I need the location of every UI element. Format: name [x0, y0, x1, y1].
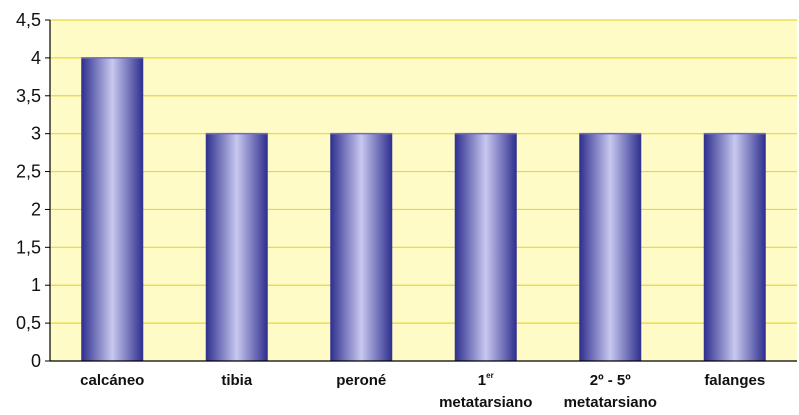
y-tick-label: 2	[31, 199, 41, 219]
bar	[330, 133, 393, 361]
bar	[454, 133, 517, 361]
x-category-label: tibia	[221, 372, 252, 389]
x-category-label-line2: metatarsiano	[439, 394, 532, 411]
y-tick-label: 2,5	[16, 162, 41, 182]
bar	[205, 133, 268, 361]
x-category-label: calcáneo	[80, 372, 144, 389]
x-category-label: 1er	[478, 371, 494, 389]
bar	[703, 133, 766, 361]
x-category-label: peroné	[336, 372, 386, 389]
y-tick-label: 0	[31, 351, 41, 371]
x-category-label-line2: metatarsiano	[564, 394, 657, 411]
y-tick-label: 3,5	[16, 86, 41, 106]
y-tick-label: 4,5	[16, 10, 41, 30]
y-tick-label: 3	[31, 124, 41, 144]
x-category-label: 2º - 5º	[590, 372, 631, 389]
bar	[81, 57, 144, 362]
y-tick-label: 4	[31, 48, 41, 68]
x-category-label: falanges	[704, 372, 765, 389]
y-tick-label: 1,5	[16, 237, 41, 257]
plot-area	[50, 20, 797, 361]
bar	[579, 133, 642, 361]
y-tick-label: 1	[31, 275, 41, 295]
y-tick-label: 0,5	[16, 313, 41, 333]
